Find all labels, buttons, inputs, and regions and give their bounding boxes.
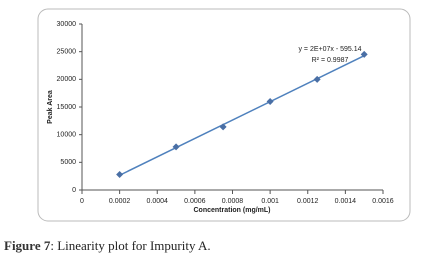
x-tick-label: 0.0012: [297, 198, 319, 205]
x-tick-label: 0: [80, 198, 84, 205]
y-tick-label: 30000: [57, 21, 77, 28]
equation: y = 2E+07x - 595.14: [298, 46, 361, 53]
point: [360, 50, 368, 58]
point: [266, 97, 274, 105]
point: [219, 123, 227, 131]
y-axis-label: Peak Area: [47, 90, 54, 124]
point: [313, 75, 321, 83]
x-tick-label: 0.001: [261, 198, 279, 205]
x-tick-label: 0.0004: [147, 198, 169, 205]
x-tick-label: 0.0014: [335, 198, 357, 205]
y-tick-label: 0: [72, 187, 76, 194]
x-tick-label: 0.0002: [109, 198, 131, 205]
y-tick-label: 10000: [57, 132, 77, 139]
y-tick-label: 25000: [57, 49, 77, 56]
point: [116, 171, 124, 179]
y-tick-label: 5000: [60, 159, 76, 166]
r-squared: R² = 0.9987: [312, 57, 349, 64]
y-tick-label: 20000: [57, 76, 77, 83]
y-tick-label: 15000: [57, 104, 77, 111]
caption-label: Figure 7: [4, 238, 51, 253]
x-axis-label: Concentration (mg/mL): [194, 207, 271, 214]
x-tick-label: 0.0008: [222, 198, 244, 205]
x-tick-label: 0.0006: [184, 198, 206, 205]
x-tick-label: 0.0016: [372, 198, 394, 205]
caption: Figure 7: Linearity plot for Impurity A.: [4, 238, 211, 254]
point: [172, 143, 180, 151]
trendline: [119, 54, 365, 176]
chart: Peak Area Concentration (mg/mL) y = 2E+0…: [37, 8, 411, 222]
caption-text: : Linearity plot for Impurity A.: [50, 238, 211, 253]
chart-frame: [37, 8, 411, 222]
